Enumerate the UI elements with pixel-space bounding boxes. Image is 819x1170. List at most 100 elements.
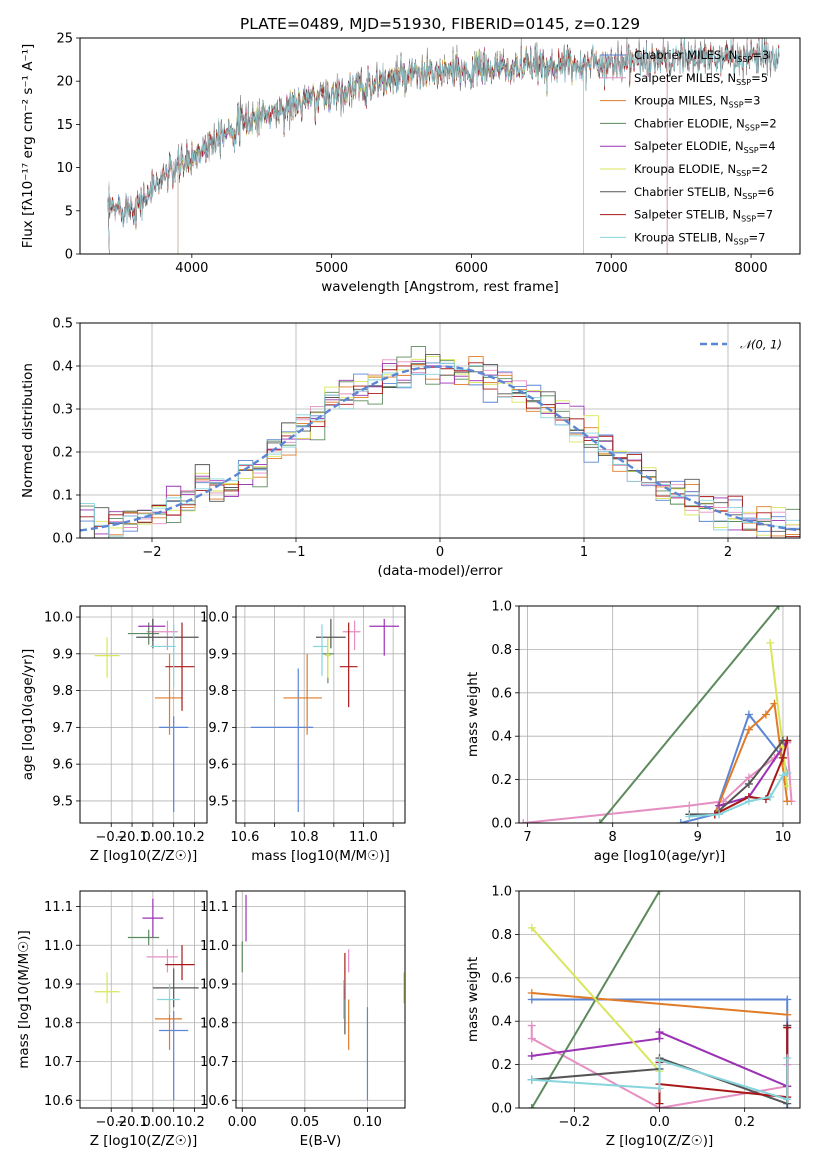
axes-frame [79, 37, 801, 255]
y-tick-label: 9.5 [52, 794, 73, 809]
y-tick-label: 9.7 [208, 721, 229, 736]
y-tick-label: 11.1 [44, 900, 73, 915]
y-tick-label: 9.6 [52, 758, 73, 773]
legend-name: Kroupa MILES, N [634, 94, 729, 108]
legend-name: Salpeter STELIB, N [634, 208, 741, 222]
y-tick-label: 9.5 [208, 794, 229, 809]
mass-weight-line [531, 927, 661, 1072]
mass-weight-marker [766, 638, 775, 647]
x-tick-label: 10.6 [230, 830, 259, 845]
plot-area [519, 606, 796, 823]
legend-count: =6 [757, 185, 774, 199]
mass-weight-marker [778, 771, 787, 780]
plot-area [107, 38, 780, 254]
y-tick-label: 25 [56, 32, 73, 47]
y-tick-label: 9.9 [52, 647, 73, 662]
y-axis-label: Flux [fλ10⁻¹⁷ erg cm⁻² s⁻¹ A⁻¹] [20, 44, 36, 249]
mass-weight-line [769, 642, 789, 787]
x-tick-label: 0.05 [290, 1115, 319, 1130]
y-tick-label: 0.4 [52, 360, 73, 375]
y-tick-label: 0 [65, 248, 73, 263]
spectrum-panel: 4000 5000 6000 7000 8000 0 5 10 15 20 25 wavelength… [20, 32, 801, 295]
mass-weight-line [718, 739, 789, 807]
y-tick-label: 0.4 [491, 730, 512, 745]
legend-name: Chabrier MILES, N [634, 48, 737, 62]
mass-weight-marker [527, 988, 536, 997]
mass-weight-line [599, 606, 780, 823]
legend-name: Kroupa STELIB, N [634, 230, 734, 244]
x-tick-label: 8000 [735, 261, 768, 276]
model-spectrum-line [107, 38, 780, 254]
legend-subscript: SSP [742, 192, 757, 201]
legend-subscript: SSP [736, 169, 751, 178]
y-tick-label: 10.9 [44, 978, 73, 993]
legend-label: Kroupa STELIB, NSSP=7 [634, 230, 765, 246]
legend-subscript: SSP [737, 55, 752, 64]
x-axis-label: Z [log10(Z/Z☉)] [90, 848, 198, 864]
age-vs-metallicity-panel: −0.2−0.10.0 0.1 0.2 9.5 9.6 9.7 9.8 9.9 10.0 Z [l… [20, 605, 208, 864]
mass-weight-marker [774, 606, 783, 610]
x-tick-label: −0.2 [559, 1115, 591, 1130]
x-axis-label: age [log10(age/yr)] [594, 848, 726, 864]
y-tick-label: 10 [56, 161, 73, 176]
mass-weight-marker [527, 1104, 536, 1108]
legend-subscript: SSP [736, 78, 751, 87]
mass-weight-marker [527, 1075, 536, 1084]
figure-title: PLATE=0489, MJD=51930, FIBERID=0145, z=0… [240, 15, 640, 33]
y-tick-label: 0.4 [491, 1015, 512, 1030]
x-axis-label: wavelength [Angstrom, rest frame] [321, 279, 559, 295]
legend-label: Chabrier ELODIE, NSSP=2 [634, 116, 777, 132]
y-tick-label: 0.0 [491, 1102, 512, 1117]
legend-name: Chabrier STELIB, N [634, 185, 742, 199]
legend-count: =2 [751, 162, 768, 176]
x-tick-label: −0.1 [116, 830, 148, 845]
x-tick-label: 0.2 [184, 1115, 205, 1130]
y-tick-label: 9.7 [52, 721, 73, 736]
legend-count: =7 [756, 208, 773, 222]
y-axis-label: Normed distribution [20, 363, 36, 498]
y-tick-label: 9.9 [208, 647, 229, 662]
x-tick-label: 10.8 [290, 830, 319, 845]
legend-count: =2 [760, 116, 777, 130]
x-axis-label: E(B-V) [300, 1133, 342, 1149]
y-tick-label: 0.0 [52, 532, 73, 547]
x-tick-label: 8 [609, 830, 617, 845]
y-tick-label: 9.6 [208, 758, 229, 773]
x-tick-label: 0.1 [163, 1115, 184, 1130]
legend-name: Kroupa ELODIE, N [634, 162, 736, 176]
mass-weight-marker [783, 782, 792, 791]
y-tick-label: 0.2 [491, 1058, 512, 1073]
y-tick-label: 0.2 [491, 773, 512, 788]
x-tick-label: 7 [523, 830, 531, 845]
mass-weight-vs-metallicity-panel: −0.2 0.0 0.2 0.0 0.2 0.4 0.6 0.8 1.0 Z [log10(Z/Z… [465, 885, 801, 1149]
y-tick-label: 10.7 [200, 1055, 229, 1070]
x-tick-label: −1 [286, 545, 305, 560]
y-tick-label: 0.2 [52, 446, 73, 461]
legend-label: 𝒩(0, 1) [740, 338, 782, 352]
mass-weight-marker [685, 801, 694, 810]
x-axis-label: mass [log10(M/M☉)] [251, 848, 390, 864]
mass-weight-marker [783, 1023, 792, 1032]
x-tick-label: −0.1 [116, 1115, 148, 1130]
y-tick-label: 9.8 [208, 684, 229, 699]
mass-weight-marker [527, 1021, 536, 1030]
mass-weight-marker [783, 797, 792, 806]
plot-area [241, 894, 405, 1101]
x-axis-label: Z [log10(Z/Z☉)] [606, 1133, 714, 1149]
mass-weight-marker [766, 792, 775, 801]
x-axis-label: (data-model)/error [377, 563, 503, 579]
mass-vs-extinction-panel: 0.00 0.05 0.10 10.6 10.7 10.8 10.9 11.0 11.1 E(B-… [200, 890, 406, 1149]
legend-label: Salpeter MILES, NSSP=5 [634, 71, 768, 87]
age-vs-mass-panel: 10.6 10.8 11.0 9.5 9.6 9.7 9.8 9.9 10.0 mass [log… [200, 605, 406, 864]
x-tick-label: 0.2 [734, 1115, 755, 1130]
x-tick-label: −0.2 [95, 1115, 127, 1130]
legend-count: =3 [752, 48, 769, 62]
y-tick-label: 0.6 [491, 971, 512, 986]
mass-weight-marker [783, 1054, 792, 1063]
y-tick-label: 0.5 [52, 317, 73, 332]
legend-name: Salpeter ELODIE, N [634, 139, 744, 153]
mass-weight-marker [527, 923, 536, 932]
axes-frame [518, 890, 801, 1109]
legend-label: Kroupa MILES, NSSP=3 [634, 94, 760, 110]
